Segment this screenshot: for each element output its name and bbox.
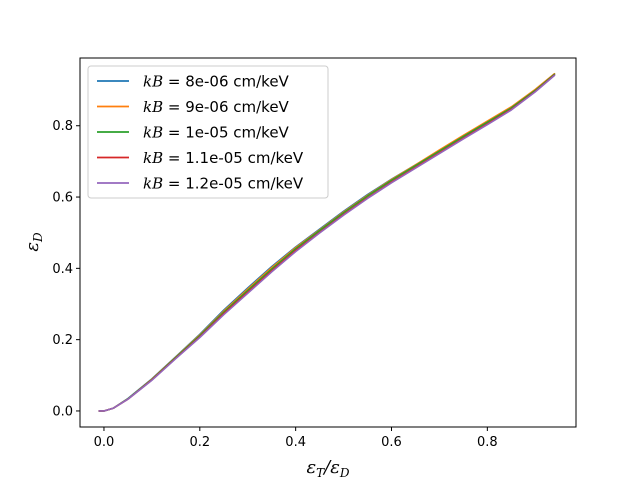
x-tick-label: 0.0	[94, 435, 115, 450]
y-axis-ticks: 0.0 0.2 0.4 0.6 0.8	[52, 119, 80, 419]
x-tick-label: 0.8	[477, 435, 498, 450]
y-tick-label: 0.0	[52, 404, 73, 419]
legend-kb-symbol: kB	[143, 98, 163, 116]
legend-kb-value: = 1.1e-05 cm/keV	[163, 149, 304, 167]
legend-kb-value: = 1.2e-05 cm/keV	[163, 175, 304, 193]
legend-kb-symbol: kB	[143, 73, 163, 91]
y-tick-label: 0.8	[52, 119, 73, 134]
legend-kb-symbol: kB	[143, 124, 163, 142]
series-line-5	[98, 74, 556, 412]
x-tick-label: 0.4	[285, 435, 306, 450]
legend-label-3: kB = 1e-05 cm/keV	[143, 124, 290, 142]
legend-label-1: kB = 8e-06 cm/keV	[143, 73, 290, 91]
x-tick-label: 0.6	[381, 435, 402, 450]
legend-label-4: kB = 1.1e-05 cm/keV	[143, 149, 304, 167]
legend-label-5: kB = 1.2e-05 cm/keV	[143, 175, 304, 193]
legend-kb-symbol: kB	[143, 149, 163, 167]
legend-label-2: kB = 9e-06 cm/keV	[143, 98, 290, 116]
y-tick-label: 0.2	[52, 333, 73, 348]
plot-frame	[79, 57, 577, 428]
legend-kb-symbol: kB	[143, 175, 163, 193]
x-tick-label: 0.2	[189, 435, 210, 450]
y-tick-label: 0.4	[52, 262, 73, 277]
series-layer	[98, 72, 556, 412]
y-tick-label: 0.6	[52, 191, 73, 206]
legend-kb-value: = 9e-06 cm/keV	[163, 98, 289, 116]
legend-kb-value: = 1e-05 cm/keV	[163, 124, 289, 142]
legend-kb-value: = 8e-06 cm/keV	[163, 73, 289, 91]
legend-box	[87, 65, 329, 199]
x-axis-ticks: 0.0 0.2 0.4 0.6 0.8	[94, 427, 498, 450]
